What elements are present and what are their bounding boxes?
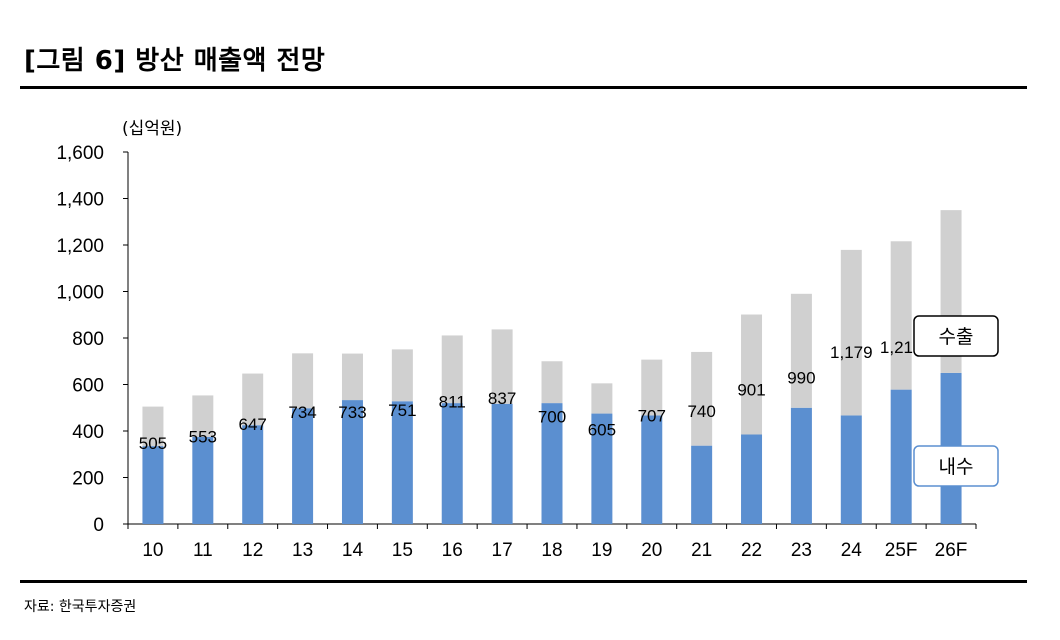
legend-domestic-label: 내수: [939, 456, 974, 478]
bar-export: [840, 249, 862, 416]
bar-export: [741, 314, 763, 435]
bar-export: [591, 383, 613, 414]
total-data-label: 733: [338, 403, 366, 422]
bar-export: [192, 395, 214, 437]
x-tick-label: 13: [292, 540, 313, 561]
total-data-label: 740: [687, 402, 715, 421]
source-note: 자료: 한국투자증권: [24, 599, 137, 615]
x-tick-label: 25F: [885, 540, 918, 561]
bar-export: [790, 293, 812, 408]
bar-domestic: [341, 400, 363, 524]
x-tick-label: 19: [591, 540, 612, 561]
bar-domestic: [591, 413, 613, 524]
total-data-label: 1,179: [830, 343, 873, 362]
bar-export: [391, 349, 413, 402]
bar-domestic: [741, 434, 763, 524]
total-data-label: 990: [787, 369, 815, 388]
bar-export: [641, 359, 663, 416]
bar-export: [691, 351, 713, 446]
bar-domestic: [242, 425, 264, 524]
bar-domestic: [491, 403, 513, 524]
x-tick-label: 10: [142, 540, 163, 561]
bar-export: [491, 329, 513, 404]
y-tick-label: 600: [72, 376, 104, 397]
x-tick-label: 23: [791, 540, 812, 561]
total-data-label: 605: [588, 420, 616, 439]
bar-export: [890, 241, 912, 390]
total-data-label: 553: [189, 427, 217, 446]
x-tick-label: 22: [741, 540, 762, 561]
bar-export: [541, 361, 563, 404]
total-data-label: 751: [388, 401, 416, 420]
x-tick-label: 15: [392, 540, 413, 561]
x-tick-label: 26F: [935, 540, 968, 561]
bar-domestic: [192, 436, 214, 524]
x-tick-label: 14: [342, 540, 364, 561]
bar-export: [142, 406, 164, 447]
x-tick-label: 20: [641, 540, 662, 561]
chart-axes: (십억원) 0 200 400 600 800 1,000 1,200 1,400 1,600: [56, 119, 977, 536]
y-tick-label: 1,000: [56, 283, 104, 304]
bar-domestic: [840, 415, 862, 524]
legend-domestic-box: [913, 445, 999, 487]
bar-domestic: [890, 389, 912, 524]
x-tick-label: 17: [492, 540, 513, 561]
y-tick-label: 400: [72, 422, 104, 443]
total-data-label: 647: [239, 415, 267, 434]
total-data-label: 811: [439, 393, 466, 412]
bar-domestic: [292, 408, 314, 524]
x-tick-label: 24: [841, 540, 863, 561]
bar-domestic: [641, 415, 663, 524]
bar-export: [242, 373, 264, 426]
y-tick-label: 200: [72, 469, 104, 490]
total-data-label: 700: [538, 408, 566, 427]
y-tick-label: 0: [93, 515, 104, 536]
x-tick-label: 16: [442, 540, 463, 561]
y-unit-label: (십억원): [122, 119, 182, 139]
bar-export: [292, 353, 314, 409]
bar-export: [441, 335, 463, 404]
total-data-label: 734: [288, 403, 316, 422]
top-rule: [20, 86, 1027, 89]
total-data-label: 1,216: [880, 338, 923, 357]
bottom-rule: [20, 580, 1027, 583]
y-tick-label: 800: [72, 329, 104, 350]
chart-bars: [142, 210, 962, 524]
total-data-label: 901: [737, 381, 765, 400]
y-tick-label: 1,200: [56, 236, 104, 257]
y-tick-label: 1,600: [56, 143, 104, 164]
x-tick-label: 11: [193, 540, 213, 561]
chart-title: [그림 6] 방산 매출액 전망: [24, 46, 326, 76]
legend-export-box: [913, 315, 999, 357]
bar-export: [341, 353, 363, 401]
bar-domestic: [391, 401, 413, 524]
legend-export-label: 수출: [939, 326, 974, 348]
x-tick-label: 21: [691, 540, 712, 561]
total-data-label: 707: [638, 407, 666, 426]
bar-domestic: [691, 445, 713, 524]
bar-domestic: [790, 407, 812, 524]
x-tick-label: 12: [242, 540, 263, 561]
total-data-label: 505: [139, 434, 167, 453]
y-tick-label: 1,400: [56, 190, 104, 211]
bar-domestic: [441, 403, 463, 524]
bar-domestic: [541, 403, 563, 524]
x-tick-label: 18: [541, 540, 562, 561]
total-data-label: 837: [488, 389, 516, 408]
bar-domestic: [142, 446, 164, 524]
